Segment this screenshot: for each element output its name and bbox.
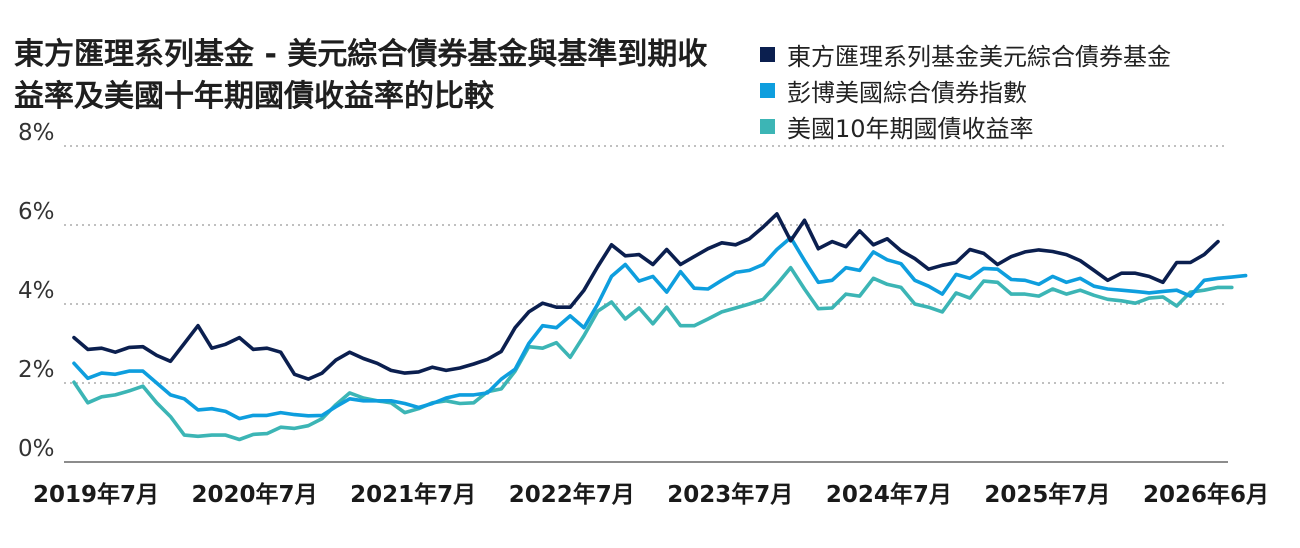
legend-label-index: 彭博美國綜合債券指數 bbox=[787, 78, 1027, 107]
y-tick-label: 2% bbox=[18, 357, 55, 383]
chart-title: 東方匯理系列基金 - 美元綜合債券基金與基準到期收益率及美國十年期國債收益率的比… bbox=[14, 37, 708, 114]
x-axis: 2019年7月 2020年7月 2021年7月 2022年7月 2023年7月 2024年… bbox=[33, 481, 1269, 508]
chart-legend: 東方匯理系列基金美元綜合債券基金 彭博美國綜合債券指數 美國10年期國債收益率 bbox=[760, 36, 1171, 144]
legend-item-fund: 東方匯理系列基金美元綜合債券基金 bbox=[760, 36, 1171, 72]
series-lines bbox=[72, 212, 1248, 442]
x-tick-label: 2020年7月 bbox=[192, 481, 318, 508]
x-tick-label: 2023年7月 bbox=[667, 481, 793, 508]
x-tick-label: 2026年6月 bbox=[1143, 481, 1269, 508]
x-tick-label: 2019年7月 bbox=[33, 481, 159, 508]
x-tick-label: 2021年7月 bbox=[350, 481, 476, 508]
x-tick-label: 2025年7月 bbox=[984, 481, 1110, 508]
y-axis: 0% 2% 4% 6% 8% bbox=[18, 120, 55, 462]
y-tick-label: 8% bbox=[18, 120, 55, 146]
legend-label-treasury: 美國10年期國債收益率 bbox=[787, 114, 1034, 143]
legend-item-treasury: 美國10年期國債收益率 bbox=[760, 108, 1171, 144]
legend-item-index: 彭博美國綜合債券指數 bbox=[760, 72, 1171, 108]
grid-lines bbox=[64, 145, 1228, 463]
legend-label-fund: 東方匯理系列基金美元綜合債券基金 bbox=[787, 42, 1171, 71]
legend-swatch-fund bbox=[760, 46, 775, 62]
legend-swatch-treasury bbox=[760, 118, 775, 134]
series-line-treasury bbox=[72, 265, 1234, 442]
legend-swatch-index bbox=[760, 82, 775, 98]
y-tick-label: 6% bbox=[18, 199, 55, 225]
x-tick-label: 2024年7月 bbox=[826, 481, 952, 508]
y-tick-label: 0% bbox=[18, 436, 55, 462]
x-tick-label: 2022年7月 bbox=[509, 481, 635, 508]
y-tick-label: 4% bbox=[18, 278, 55, 304]
series-line-index bbox=[72, 235, 1248, 421]
series-line-fund bbox=[72, 212, 1220, 381]
